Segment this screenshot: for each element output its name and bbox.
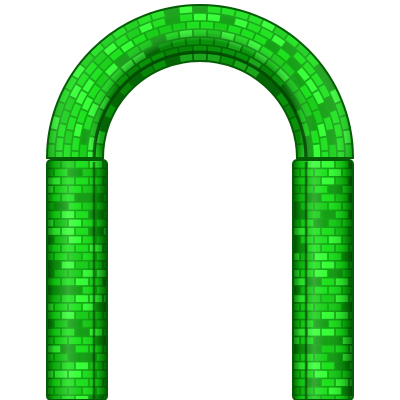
arch-crown bbox=[45, 4, 355, 159]
right-pillar bbox=[292, 159, 354, 400]
left-pillar bbox=[46, 159, 108, 400]
